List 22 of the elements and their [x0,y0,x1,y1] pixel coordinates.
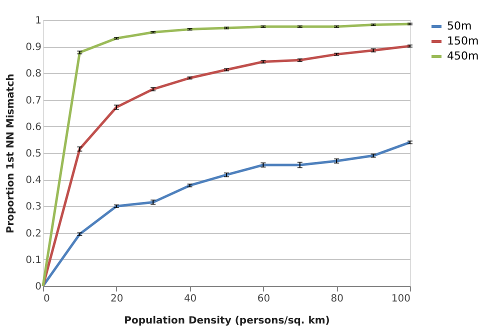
x-tick-label: 80 [330,294,344,304]
y-tick-label: 0.1 [26,254,42,266]
legend-label: 450m [447,50,479,62]
x-tick-label: 60 [257,294,270,304]
x-axis-title: Population Density (persons/sq. km) [124,316,330,326]
y-tick-label: 1 [35,16,42,26]
y-tick-label: 0.8 [26,68,42,80]
x-tick-label: 0 [44,294,50,304]
y-tick-label: 0.6 [26,122,42,133]
y-tick-label: 0.2 [26,228,42,240]
legend-label: 150m [447,34,479,48]
y-tick-label: 0 [35,282,42,292]
x-tick-label: 40 [184,294,197,304]
y-tick-label: 0.9 [26,42,42,54]
legend-label: 50m [447,20,472,32]
x-tick-label: 100 [391,294,410,304]
y-tick-label: 0.5 [26,148,42,160]
y-tick-label: 0.4 [26,175,42,186]
x-tick-label: 20 [110,294,124,304]
y-tick-label: 0.3 [26,202,42,213]
y-tick-label: 0.7 [26,95,42,106]
y-axis-title: Proportion 1st NN Mismatch [6,74,17,234]
